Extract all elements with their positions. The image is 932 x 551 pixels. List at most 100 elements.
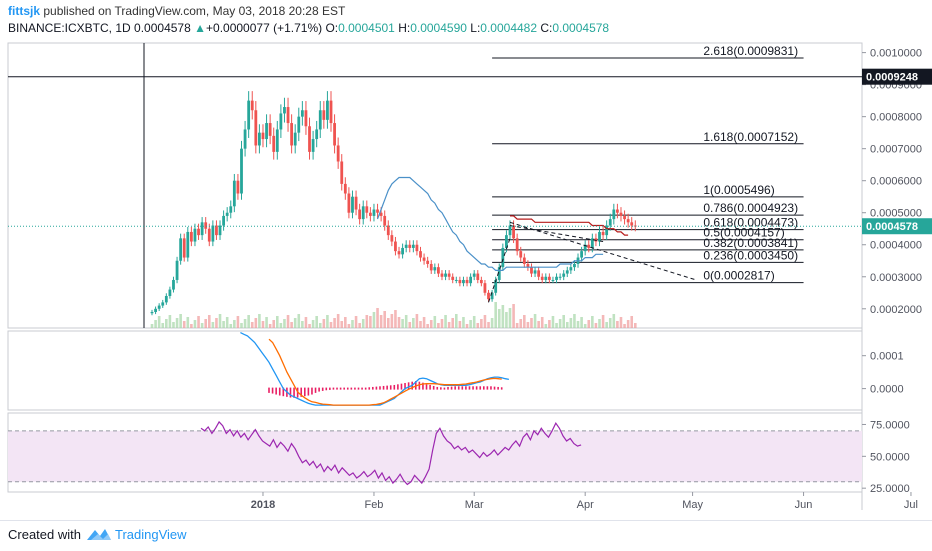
volume-bar [236,316,240,328]
candle-body [318,110,322,130]
candle-body [283,107,286,114]
candle-body [547,276,551,280]
volume-bar [354,316,358,328]
volume-bar [548,320,551,328]
candle-body [465,279,469,284]
candle-body [293,132,297,146]
candle-body [429,263,433,271]
volume-bar [318,323,322,328]
candle-body [279,113,283,130]
candle-body [569,267,573,271]
volume-bar [562,315,565,328]
fib-level-label: 2.618(0.0009831) [703,44,798,58]
macd-histogram-bar [443,387,446,390]
high-label: H: [398,21,411,35]
candle-body [211,225,215,242]
macd-histogram-bar [490,386,492,390]
macd-histogram-bar [382,385,385,390]
rsi-tick-label: 25.0000 [870,483,910,495]
candle-body [354,196,358,210]
price-tick-label: 0.0002000 [870,304,922,316]
published-text: published on TradingView.com, May 03, 20… [43,4,346,18]
macd-histogram-bar [364,387,367,390]
candle-body [243,129,247,149]
volume-bar [233,320,236,328]
candle-body [623,215,626,220]
candle-body [565,270,569,274]
macd-histogram-bar [436,386,439,390]
candle-body [394,241,397,252]
volume-bar [440,319,444,328]
volume-bar [361,319,365,328]
volume-bar [497,309,501,328]
candle-body [340,161,344,184]
macd-histogram-bar [440,387,442,390]
macd-histogram-bar [407,382,410,390]
candle-body [397,251,401,255]
candle-body [433,267,437,271]
candle-body [533,270,537,274]
volume-bar [580,317,583,328]
volume-bar [569,318,573,328]
volume-bar [218,314,222,328]
last-price-label: 0.0004578 [866,221,918,233]
high-value: 0.0004590 [410,21,467,35]
volume-bar [433,316,437,328]
volume-bar [591,316,594,328]
volume-bar [612,314,616,328]
volume-bar [540,317,544,328]
candle-body [182,238,186,258]
price-tick-label: 0.0006000 [870,176,922,188]
volume-bar [551,316,555,328]
volume-bar [369,316,372,328]
candle-body [236,180,240,194]
candle-body [458,279,462,284]
candle-body [490,292,494,300]
price-chart[interactable]: 0.00100000.00090000.00080000.00070000.00… [0,0,932,520]
volume-bar [261,321,265,328]
publish-info: fittsjk published on TradingView.com, Ma… [8,4,345,18]
volume-bar [505,312,508,328]
tradingview-brand[interactable]: TradingView [115,527,187,542]
last-price: 0.0004578 [134,21,191,35]
volume-bar [444,315,447,328]
candle-body [290,123,294,146]
macd-histogram-bar [289,387,292,398]
candle-body [265,123,268,140]
ohlc-row: BINANCE:ICXBTC, 1D 0.0004578 ▲+0.0000077… [8,21,609,35]
volume-bar [358,323,361,328]
volume-bar [490,318,494,328]
candle-body [315,129,319,140]
candle-body [537,270,541,277]
volume-bar [412,318,415,328]
volume-bar [240,323,243,328]
macd-histogram-bar [461,386,464,390]
macd-histogram-bar [271,387,274,394]
volume-bar [276,316,279,328]
fib-level-label: 0.786(0.0004923) [703,201,798,215]
volume-bar [207,315,211,328]
price-pane [7,42,863,329]
macd-histogram-bar [372,386,374,390]
volume-bar [150,324,154,328]
candle-body [261,132,265,140]
volume-bar [329,322,333,328]
volume-bar [437,323,440,328]
macd-histogram-bar [400,383,403,390]
candle-body [605,225,609,236]
volume-bar [583,324,587,328]
macd-histogram-bar [475,386,478,390]
volume-bar [157,316,161,328]
candle-body [630,222,634,226]
candle-body [451,276,455,280]
macd-histogram-bar [389,385,392,390]
volume-bar [336,314,340,328]
volume-bar [190,324,193,328]
rsi-tick-label: 75.0000 [870,419,910,431]
crosshair-price-label: 0.0009248 [866,72,918,84]
macd-histogram-bar [357,387,360,390]
candle-body [526,263,530,268]
author-name[interactable]: fittsjk [8,4,41,18]
rsi-line [200,420,582,486]
candle-body [200,222,204,236]
